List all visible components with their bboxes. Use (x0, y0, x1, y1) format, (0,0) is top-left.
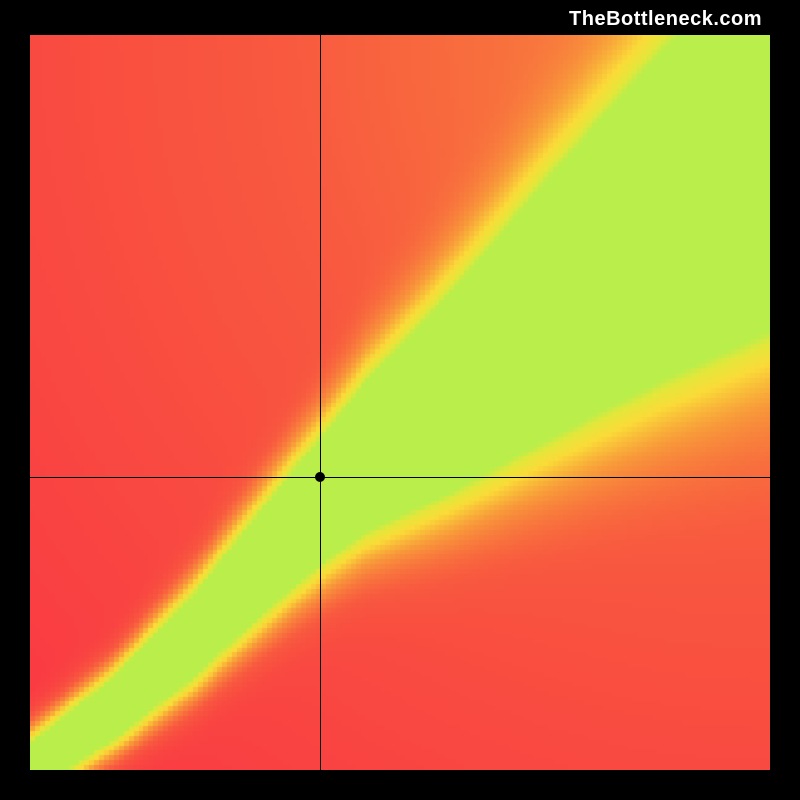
heatmap-canvas (30, 35, 770, 770)
chart-frame: TheBottleneck.com (0, 0, 800, 800)
crosshair-marker-dot (315, 472, 325, 482)
watermark-text: TheBottleneck.com (569, 8, 762, 31)
crosshair-vertical-line (320, 35, 321, 770)
crosshair-horizontal-line (30, 477, 770, 478)
heatmap-plot-area (30, 35, 770, 770)
